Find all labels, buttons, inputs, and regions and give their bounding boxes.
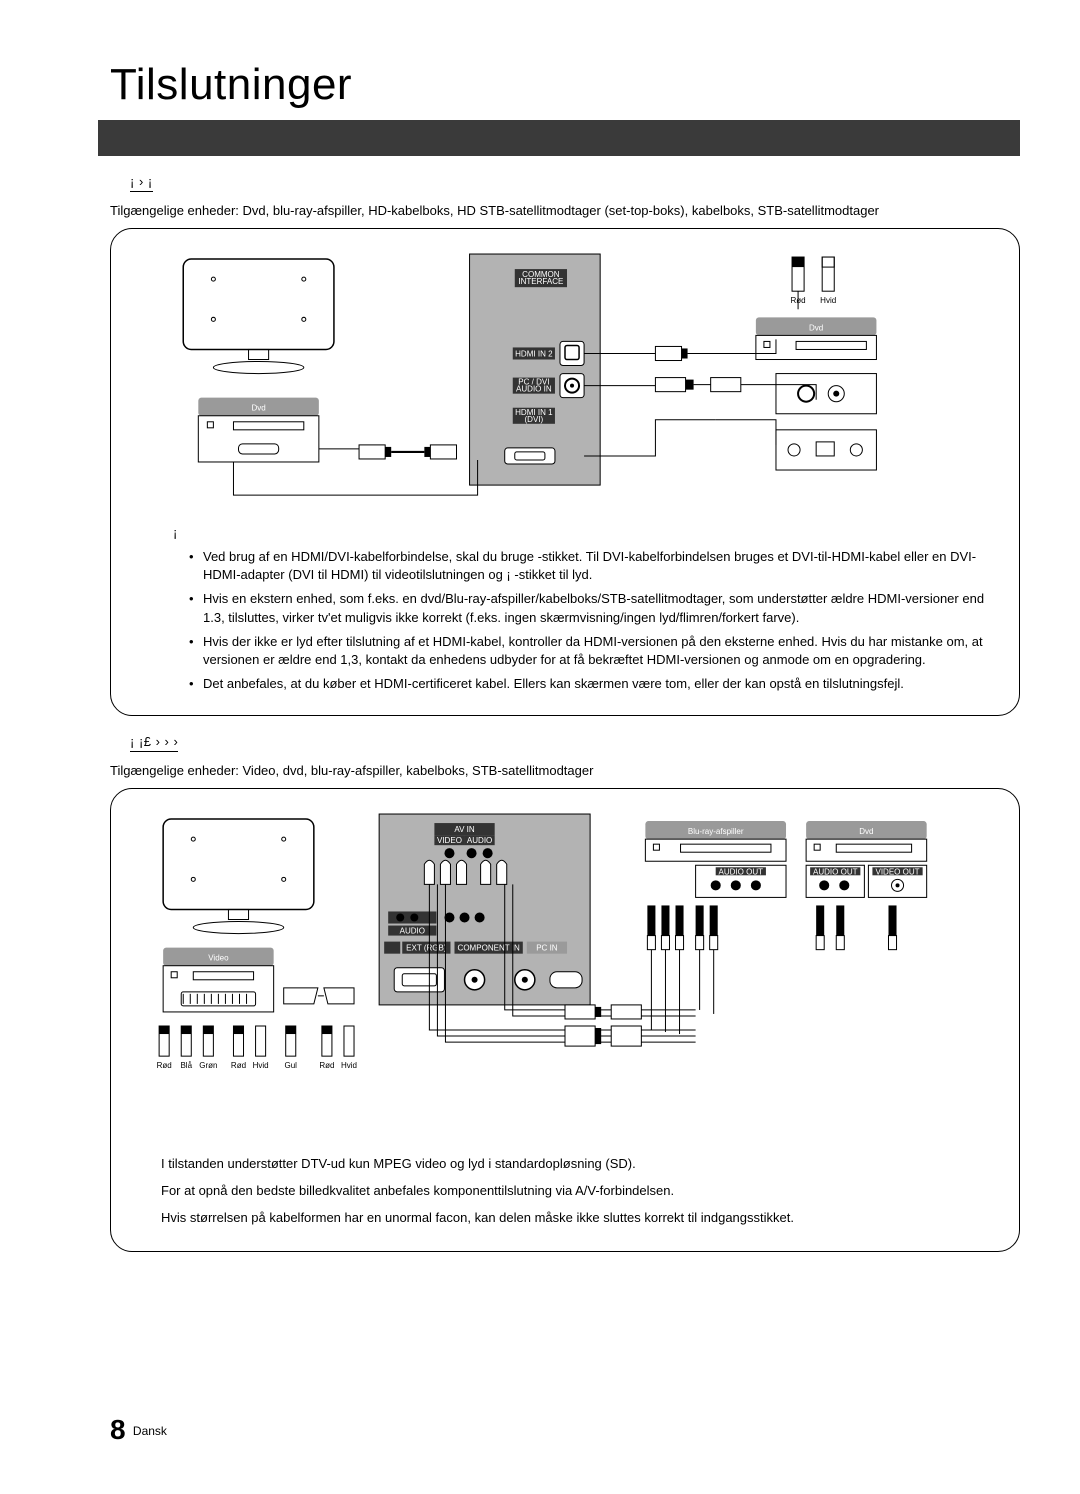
page-footer: 8 Dansk xyxy=(110,1414,167,1446)
video-device: Video xyxy=(163,947,274,1011)
list-item: Ved brug af en HDMI/DVI-kabelforbindelse… xyxy=(189,548,987,584)
svg-text:VIDEO: VIDEO xyxy=(437,836,462,845)
hdmi-plug-left xyxy=(359,444,456,458)
section2-subtitle: ¡ ¡£ › › › xyxy=(130,734,178,752)
svg-text:COMPONENT IN: COMPONENT IN xyxy=(458,943,520,952)
svg-text:AV IN: AV IN xyxy=(454,825,475,834)
svg-text:(DVI): (DVI) xyxy=(525,414,544,423)
bluray-jacks xyxy=(647,905,717,949)
svg-text:Blå: Blå xyxy=(180,1061,192,1070)
note-line: I tilstanden understøtter DTV-ud kun MPE… xyxy=(161,1154,987,1175)
svg-text:HDMI IN 2: HDMI IN 2 xyxy=(515,349,553,358)
svg-text:Hvid: Hvid xyxy=(341,1061,357,1070)
svg-text:AUDIO: AUDIO xyxy=(467,836,492,845)
svg-text:PC IN: PC IN xyxy=(536,943,558,952)
component-diagram: Video Rød Blå Grøn Rød xyxy=(110,788,1020,1252)
dvd-jacks xyxy=(816,905,896,949)
svg-text:AUDIO IN: AUDIO IN xyxy=(516,384,552,393)
section2-available-devices: Tilgængelige enheder: Video, dvd, blu-ra… xyxy=(110,762,1020,780)
hdmi-notes: ¡ Ved brug af en HDMI/DVI-kabelforbindel… xyxy=(133,524,997,694)
section1-subtitle: ¡ › ¡ xyxy=(130,174,153,192)
list-item: Det anbefales, at du køber et HDMI-certi… xyxy=(189,675,987,693)
svg-text:Gul: Gul xyxy=(284,1061,297,1070)
svg-text:Dvd: Dvd xyxy=(251,403,265,412)
scart-plug xyxy=(284,988,354,1004)
svg-text:AUDIO OUT: AUDIO OUT xyxy=(813,867,858,876)
page-title: Tilslutninger xyxy=(0,0,1080,120)
dvd-left-device: Dvd xyxy=(198,397,319,461)
title-bar xyxy=(110,120,1020,156)
hdmi-diagram: Dvd COMMON INTERFACE HDMI IN 2 xyxy=(110,228,1020,717)
svg-text:Rød: Rød xyxy=(231,1061,246,1070)
svg-text:Video: Video xyxy=(208,953,229,962)
list-item: Hvis der ikke er lyd efter tilslutning a… xyxy=(189,633,987,669)
component-notes: I tilstanden understøtter DTV-ud kun MPE… xyxy=(161,1154,987,1228)
tv-back-panel: COMMON INTERFACE HDMI IN 2 PC / DVI AUDI… xyxy=(470,254,601,485)
svg-text:Hvid: Hvid xyxy=(253,1061,269,1070)
hdmi-bullet-list: Ved brug af en HDMI/DVI-kabelforbindelse… xyxy=(189,548,987,693)
svg-text:AUDIO: AUDIO xyxy=(400,926,425,935)
tv-back-panel-2: AV IN VIDEO AUDIO AUDIO xyxy=(379,814,590,1005)
tv-monitor-icon xyxy=(163,819,314,934)
dvd-device-right: Dvd AUDIO OUT VIDEO OUT xyxy=(806,821,927,897)
tv-monitor-icon xyxy=(183,259,334,374)
page-number: 8 xyxy=(110,1414,126,1445)
svg-text:Rød: Rød xyxy=(319,1061,334,1070)
note-line: Hvis størrelsen på kabelformen har en un… xyxy=(161,1208,987,1229)
svg-text:AUDIO OUT: AUDIO OUT xyxy=(719,867,764,876)
svg-text:Dvd: Dvd xyxy=(809,323,823,332)
svg-text:Rød: Rød xyxy=(157,1061,172,1070)
svg-text:Grøn: Grøn xyxy=(199,1061,217,1070)
note-line: For at opnå den bedste billedkvalitet an… xyxy=(161,1181,987,1202)
component-jacks-left: Rød Blå Grøn Rød Hvid Gul xyxy=(157,1026,357,1070)
audio-plug-right xyxy=(655,377,740,391)
svg-text:Blu-ray-afspiller: Blu-ray-afspiller xyxy=(688,827,744,836)
bluray-device: Blu-ray-afspiller AUDIO OUT xyxy=(645,821,786,897)
list-item: Hvis en ekstern enhed, som f.eks. en dvd… xyxy=(189,590,987,626)
hdmi-diagram-svg: Dvd COMMON INTERFACE HDMI IN 2 xyxy=(133,249,997,510)
component-diagram-svg: Video Rød Blå Grøn Rød xyxy=(133,809,997,1141)
rca-connectors xyxy=(565,1005,641,1046)
audio-jacks-redwhite: Rød Hvid xyxy=(790,257,836,309)
svg-text:Hvid: Hvid xyxy=(820,296,836,305)
notes-title: ¡ xyxy=(173,524,997,542)
hdmi-plug-right-top xyxy=(655,346,687,360)
section1-available-devices: Tilgængelige enheder: Dvd, blu-ray-afspi… xyxy=(110,202,1020,220)
svg-text:VIDEO OUT: VIDEO OUT xyxy=(875,867,919,876)
svg-text:INTERFACE: INTERFACE xyxy=(518,277,563,286)
svg-text:Dvd: Dvd xyxy=(859,827,873,836)
svg-text:EXT (RGB): EXT (RGB) xyxy=(406,943,447,952)
footer-lang: Dansk xyxy=(133,1424,167,1438)
